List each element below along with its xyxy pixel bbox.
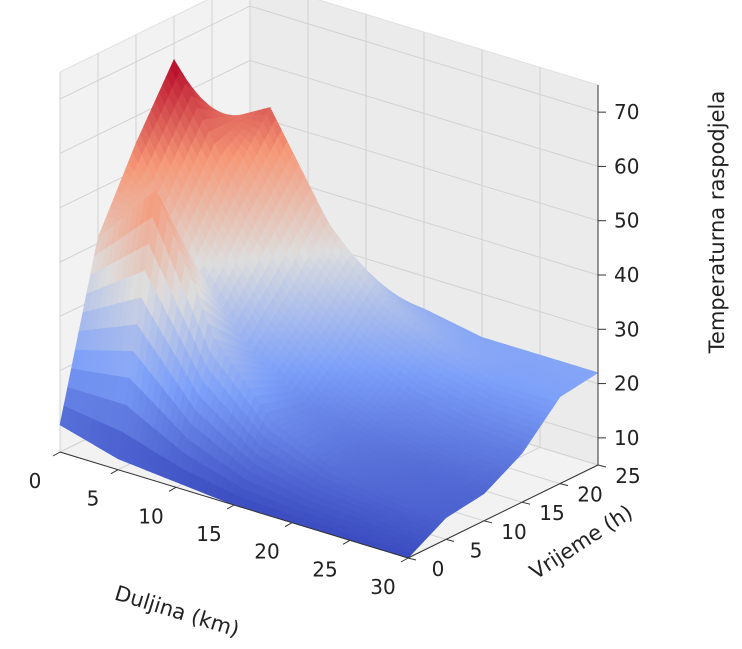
- x-tick-mark: [52, 451, 61, 457]
- x-tick-label: 30: [370, 575, 395, 599]
- x-tick-label: 20: [254, 540, 279, 564]
- temperature-surface: [59, 58, 599, 559]
- z-tick-label: 30: [614, 317, 639, 341]
- y-tick-mark: [407, 557, 417, 561]
- tick-labels: 0 5 10 15 20 25 30 0 5 10 15 20 25 10 20 30 40 50 60 70: [29, 100, 641, 599]
- z-tick-label: 50: [614, 209, 639, 233]
- x-tick-label: 5: [87, 487, 100, 511]
- y-tick-label: 10: [501, 520, 526, 544]
- x-tick-label: 0: [29, 469, 42, 493]
- y-axis-line: [407, 464, 599, 559]
- y-tick-mark: [483, 520, 493, 524]
- z-tick-label: 10: [614, 426, 639, 450]
- z-tick-label: 40: [614, 263, 639, 287]
- x-tick-label: 25: [312, 557, 337, 581]
- y-tick-mark: [445, 538, 455, 542]
- y-tick-mark: [559, 483, 569, 487]
- z-tick-label: 60: [614, 154, 639, 178]
- x-axis-label: Duljina (km): [112, 581, 242, 642]
- y-tick-label: 15: [539, 501, 564, 525]
- x-tick-mark: [342, 539, 351, 545]
- x-tick-mark: [168, 486, 177, 492]
- x-tick-label: 15: [196, 522, 221, 546]
- z-tick-label: 20: [614, 372, 639, 396]
- y-tick-mark: [521, 501, 531, 505]
- y-tick-label: 20: [577, 483, 602, 507]
- x-tick-mark: [400, 557, 409, 563]
- z-tick-label: 70: [614, 100, 639, 124]
- x-tick-mark: [226, 504, 235, 510]
- x-tick-mark: [110, 469, 119, 475]
- grid-line-z: [59, 59, 599, 167]
- x-tick-label: 10: [138, 504, 163, 528]
- y-tick-label: 0: [432, 557, 445, 581]
- x-tick-mark: [284, 522, 293, 528]
- y-tick-label: 25: [615, 464, 640, 488]
- y-tick-label: 5: [470, 538, 483, 562]
- z-axis-label: Temperaturna raspodjela: [705, 91, 729, 354]
- grid-line-z: [59, 5, 599, 113]
- y-tick-mark: [597, 464, 607, 468]
